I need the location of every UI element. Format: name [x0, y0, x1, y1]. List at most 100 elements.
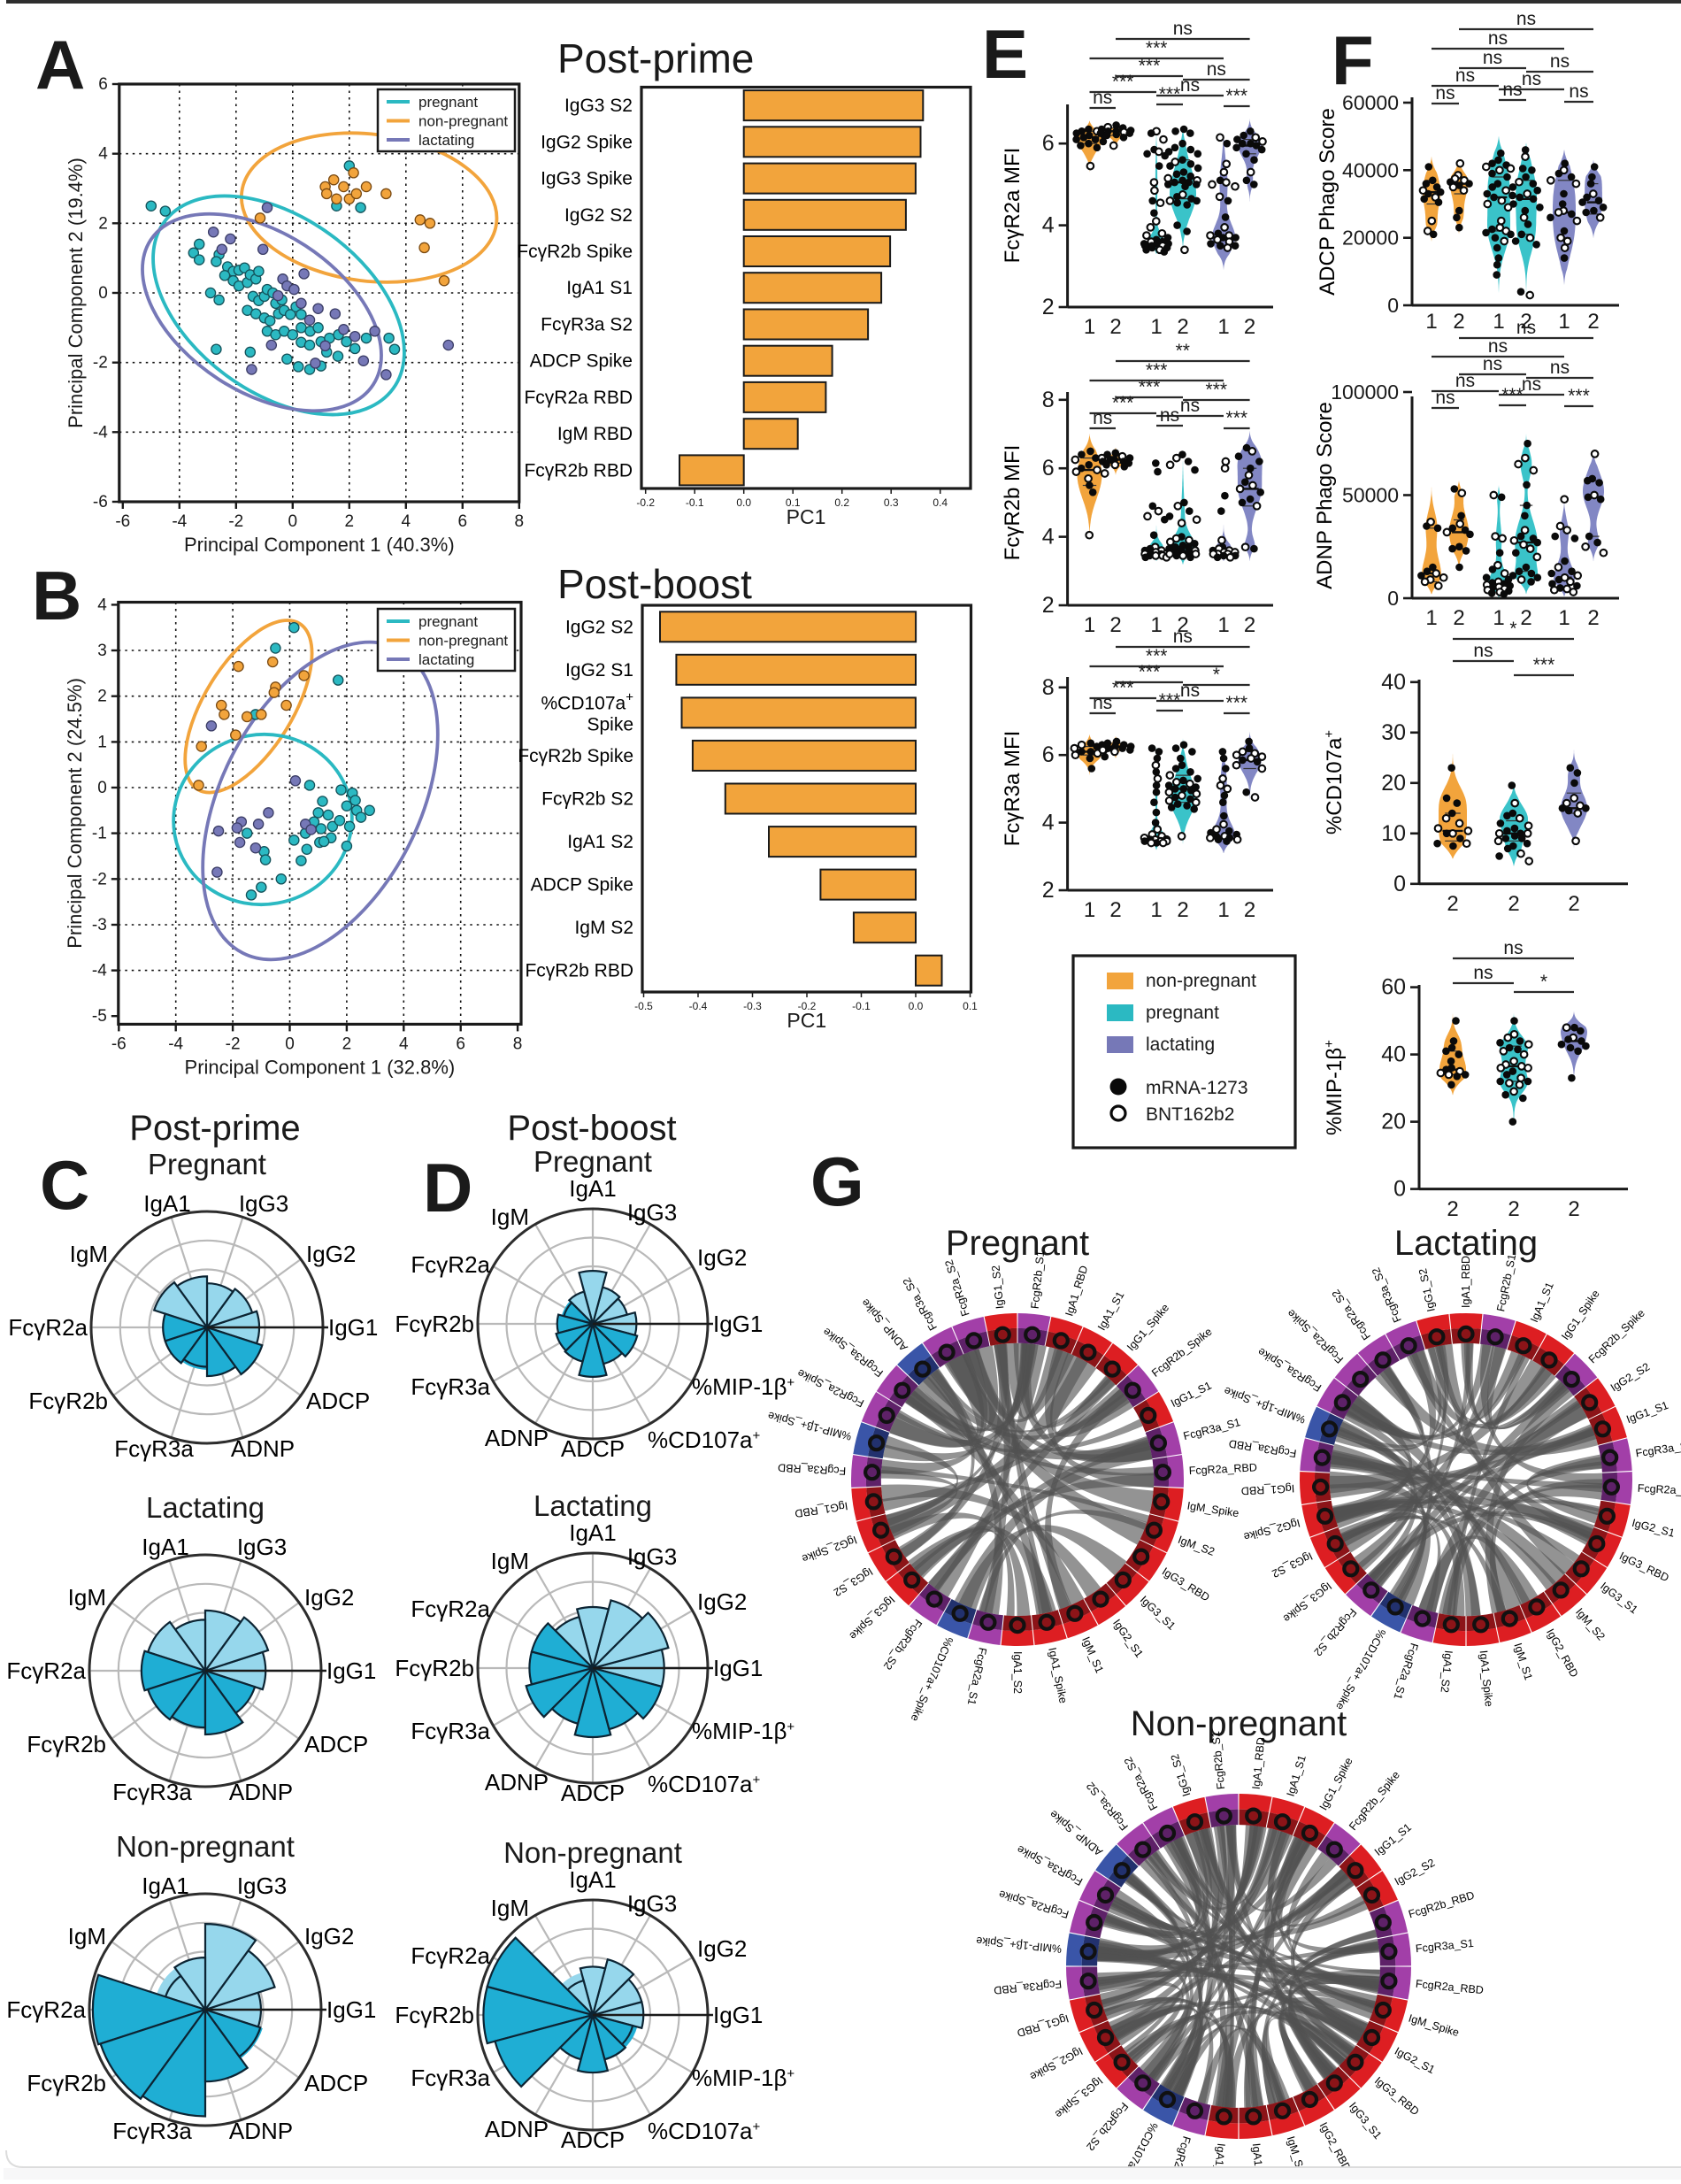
svg-text:FcγR2a: FcγR2a: [411, 1942, 490, 1969]
svg-text:ns: ns: [1502, 80, 1522, 100]
svg-text:FcγR2b: FcγR2b: [27, 2070, 106, 2096]
svg-text:lactating: lactating: [1146, 1034, 1215, 1055]
svg-text:6: 6: [458, 512, 468, 531]
svg-text:0: 0: [1393, 872, 1406, 896]
svg-text:0: 0: [98, 284, 108, 303]
svg-text:Post-boost: Post-boost: [557, 561, 752, 607]
svg-text:ADNP: ADNP: [229, 2118, 293, 2144]
svg-text:0.0: 0.0: [736, 496, 751, 509]
svg-text:ADCP: ADCP: [306, 1388, 370, 1414]
svg-text:ADCP: ADCP: [304, 1731, 368, 1757]
svg-text:6: 6: [1042, 742, 1055, 767]
svg-text:Principal Component 2 (19.4%): Principal Component 2 (19.4%): [65, 158, 87, 428]
svg-text:non-pregnant: non-pregnant: [1146, 971, 1256, 991]
svg-text:IgG3: IgG3: [627, 1199, 677, 1226]
svg-text:ns: ns: [1093, 693, 1112, 713]
svg-text:IgM: IgM: [70, 1241, 108, 1267]
svg-text:IgA1 S2: IgA1 S2: [567, 832, 633, 852]
svg-text:%CD107a+: %CD107a+: [541, 689, 634, 713]
svg-text:***: ***: [1159, 84, 1181, 104]
svg-text:C: C: [40, 1146, 89, 1224]
svg-text:***: ***: [1112, 72, 1134, 92]
svg-text:***: ***: [1533, 655, 1555, 675]
svg-text:ns: ns: [1473, 963, 1493, 983]
svg-text:FcgR2b_S1: FcgR2b_S1: [1029, 1250, 1048, 1310]
svg-text:2: 2: [1568, 1197, 1579, 1221]
svg-text:20000: 20000: [1342, 227, 1399, 250]
svg-text:3: 3: [97, 642, 107, 660]
svg-text:2: 2: [1520, 310, 1531, 334]
svg-text:40000: 40000: [1342, 158, 1399, 181]
svg-text:ADCP Spike: ADCP Spike: [530, 351, 633, 372]
svg-text:IgG2 S2: IgG2 S2: [565, 617, 633, 637]
svg-text:***: ***: [1139, 662, 1161, 682]
svg-text:ns: ns: [1483, 48, 1502, 68]
svg-text:IgG2 Spike: IgG2 Spike: [541, 132, 633, 152]
svg-text:2: 2: [97, 688, 107, 706]
svg-text:Pregnant: Pregnant: [148, 1148, 266, 1180]
svg-text:1: 1: [1217, 898, 1229, 922]
svg-text:IgG2: IgG2: [304, 1923, 354, 1949]
svg-text:-0.5: -0.5: [634, 1000, 653, 1012]
svg-text:FcγR3a: FcγR3a: [112, 2118, 192, 2144]
svg-text:FcgR2b_S1: FcgR2b_S1: [1209, 1731, 1227, 1790]
svg-text:4: 4: [1042, 811, 1055, 835]
svg-text:IgG2 S2: IgG2 S2: [564, 205, 633, 226]
svg-text:IgA1: IgA1: [143, 1190, 191, 1217]
svg-text:ns: ns: [1550, 358, 1570, 378]
svg-text:ns: ns: [1483, 354, 1502, 374]
svg-text:-0.3: -0.3: [743, 1000, 762, 1012]
svg-text:8: 8: [1042, 675, 1055, 700]
svg-text:ns: ns: [1503, 938, 1523, 958]
svg-text:***: ***: [1226, 86, 1248, 106]
svg-text:***: ***: [1112, 393, 1134, 413]
svg-text:2: 2: [1244, 613, 1255, 637]
svg-text:ns: ns: [1522, 69, 1541, 89]
svg-text:ns: ns: [1455, 65, 1475, 86]
svg-text:***: ***: [1112, 678, 1134, 698]
svg-text:FcγR2a RBD: FcγR2a RBD: [524, 388, 633, 408]
svg-text:2: 2: [1520, 606, 1531, 630]
svg-text:-0.2: -0.2: [636, 496, 655, 509]
svg-text:ADCP: ADCP: [561, 1435, 625, 1462]
svg-text:2: 2: [1587, 310, 1599, 334]
svg-text:IgM RBD: IgM RBD: [557, 424, 633, 444]
svg-text:pregnant: pregnant: [418, 94, 478, 111]
svg-text:B: B: [32, 557, 81, 634]
svg-text:Post-prime: Post-prime: [129, 1109, 300, 1148]
svg-text:-2: -2: [93, 354, 108, 373]
svg-text:***: ***: [1159, 690, 1181, 711]
svg-text:FcγR2a: FcγR2a: [6, 1657, 86, 1684]
svg-text:ADCP: ADCP: [561, 1780, 625, 1806]
svg-text:ADNP: ADNP: [231, 1435, 295, 1462]
svg-text:mRNA-1273: mRNA-1273: [1146, 1078, 1248, 1098]
svg-text:IgM S2: IgM S2: [574, 918, 633, 938]
svg-text:A: A: [35, 26, 85, 104]
svg-text:0: 0: [97, 779, 107, 797]
svg-text:Spike: Spike: [587, 714, 633, 734]
svg-text:*: *: [1540, 972, 1547, 992]
svg-text:-2: -2: [92, 870, 107, 888]
svg-text:2: 2: [1042, 878, 1055, 903]
svg-text:IgG3 S2: IgG3 S2: [564, 96, 633, 116]
svg-text:0.2: 0.2: [834, 496, 849, 509]
svg-text:IgG2: IgG2: [697, 1588, 747, 1615]
svg-text:6: 6: [98, 75, 108, 94]
svg-text:Post-prime: Post-prime: [557, 35, 754, 81]
svg-text:FcgR2a_RBD: FcgR2a_RBD: [1188, 1461, 1257, 1477]
svg-text:***: ***: [1139, 56, 1161, 76]
svg-text:40: 40: [1381, 1042, 1406, 1067]
svg-text:1: 1: [1150, 898, 1162, 922]
svg-text:1: 1: [1150, 315, 1162, 339]
svg-text:ns: ns: [1455, 371, 1475, 391]
svg-text:2: 2: [1244, 315, 1255, 339]
svg-text:non-pregnant: non-pregnant: [418, 113, 508, 130]
svg-text:ns: ns: [1473, 641, 1493, 661]
svg-text:Non-pregnant: Non-pregnant: [116, 1830, 295, 1863]
svg-text:FcγR3a: FcγR3a: [112, 1779, 192, 1805]
svg-text:FcgR2a_RBD: FcgR2a_RBD: [1637, 1482, 1681, 1498]
svg-text:1: 1: [1493, 606, 1504, 630]
svg-text:IgG1: IgG1: [328, 1314, 378, 1341]
svg-text:IgG1: IgG1: [326, 1996, 376, 2023]
svg-text:4: 4: [1042, 213, 1055, 238]
